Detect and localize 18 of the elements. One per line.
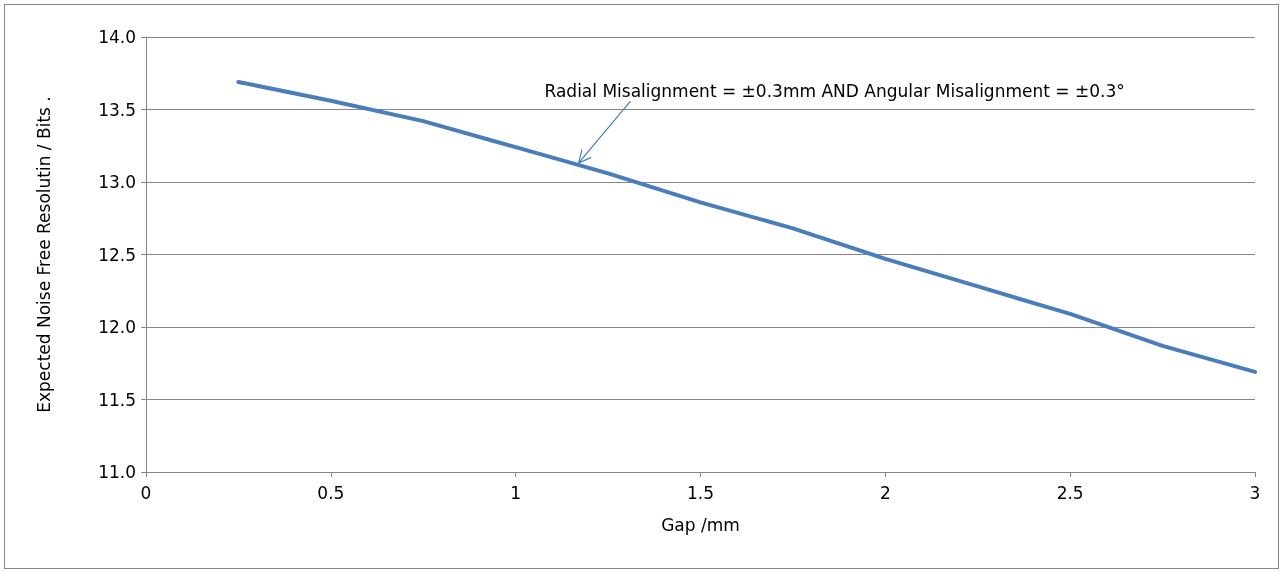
y-tick-label: 13.5	[98, 99, 136, 120]
y-tick-label: 14.0	[98, 27, 136, 47]
x-tick-label: 1	[510, 482, 522, 503]
line-series	[236, 79, 1257, 374]
x-tick-label: 3	[1249, 482, 1261, 503]
y-tick-label: 11.0	[98, 462, 136, 482]
x-tick-label: 1.5	[686, 482, 715, 503]
x-tick-label: 2	[879, 482, 891, 503]
x-tick-label: 2.5	[1056, 482, 1084, 503]
y-tick-label: 12.5	[98, 244, 136, 265]
x-tick-label: 0	[140, 482, 152, 503]
y-axis-title: Expected Noise Free Resolutin / Bits .	[33, 96, 54, 413]
x-axis-title: Gap /mm	[661, 514, 740, 535]
x-tick-label: 0.5	[317, 482, 345, 503]
y-tick-label: 11.5	[98, 389, 136, 410]
y-tick-label: 12.0	[98, 317, 136, 337]
annotation: Radial Misalignment = ±0.3mm AND Angular Misalignment = ±0.3°	[544, 81, 1125, 102]
y-tick-label: 13.0	[98, 172, 136, 192]
